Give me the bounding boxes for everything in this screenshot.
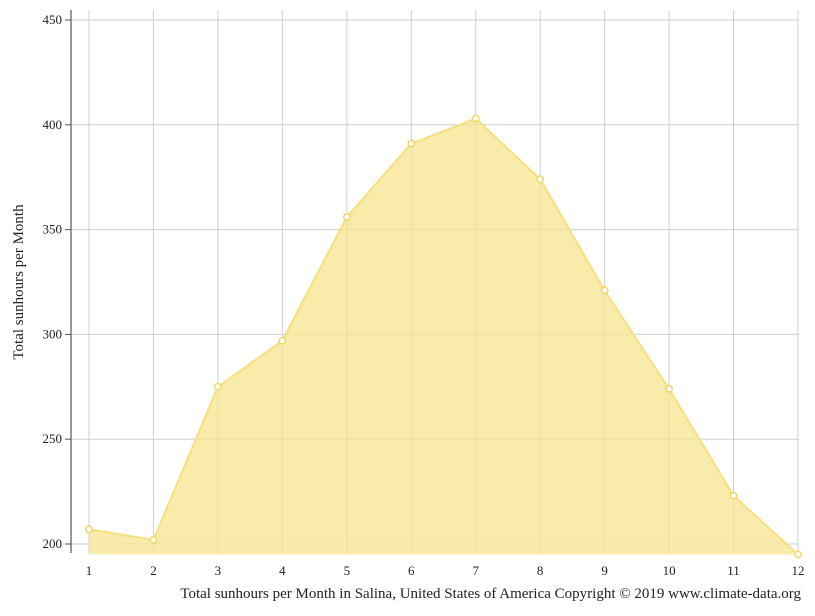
data-point [600,286,609,295]
y-tick-label: 400 [43,117,63,132]
data-point [278,336,287,345]
x-tick-label: 5 [344,563,351,578]
x-axis-ticks: 1 2 3 4 5 6 7 8 9 10 11 12 [86,563,805,578]
x-axis-caption: Total sunhours per Month in Salina, Unit… [180,586,801,602]
data-point [149,535,158,544]
y-tick-label: 300 [43,326,63,341]
data-point-markers [85,114,802,559]
data-point [729,491,738,500]
y-tick-label: 200 [43,536,63,551]
y-axis-title: Total sunhours per Month [11,204,27,360]
area-series-fill [89,118,798,555]
x-tick-label: 4 [279,563,286,578]
data-point [794,550,802,559]
data-point [536,175,545,184]
x-tick-label: 12 [792,563,805,578]
data-point [665,384,673,393]
data-point [471,114,480,123]
x-tick-label: 8 [537,563,544,578]
x-tick-label: 7 [472,563,479,578]
x-tick-label: 10 [663,563,676,578]
y-axis-ticks: 200 250 300 350 400 450 [43,12,71,551]
area-series-line [88,117,799,556]
x-tick-label: 11 [727,563,740,578]
x-tick-label: 6 [408,563,415,578]
x-tick-label: 3 [215,563,222,578]
y-tick-label: 350 [43,222,63,237]
data-point [342,213,351,221]
x-tick-label: 2 [150,563,157,578]
y-tick-label: 450 [43,12,63,27]
y-tick-label: 250 [43,431,63,446]
x-tick-label: 1 [86,563,93,578]
data-point [85,525,93,534]
data-point [214,382,222,391]
data-point [407,139,416,148]
x-tick-label: 9 [601,563,608,578]
